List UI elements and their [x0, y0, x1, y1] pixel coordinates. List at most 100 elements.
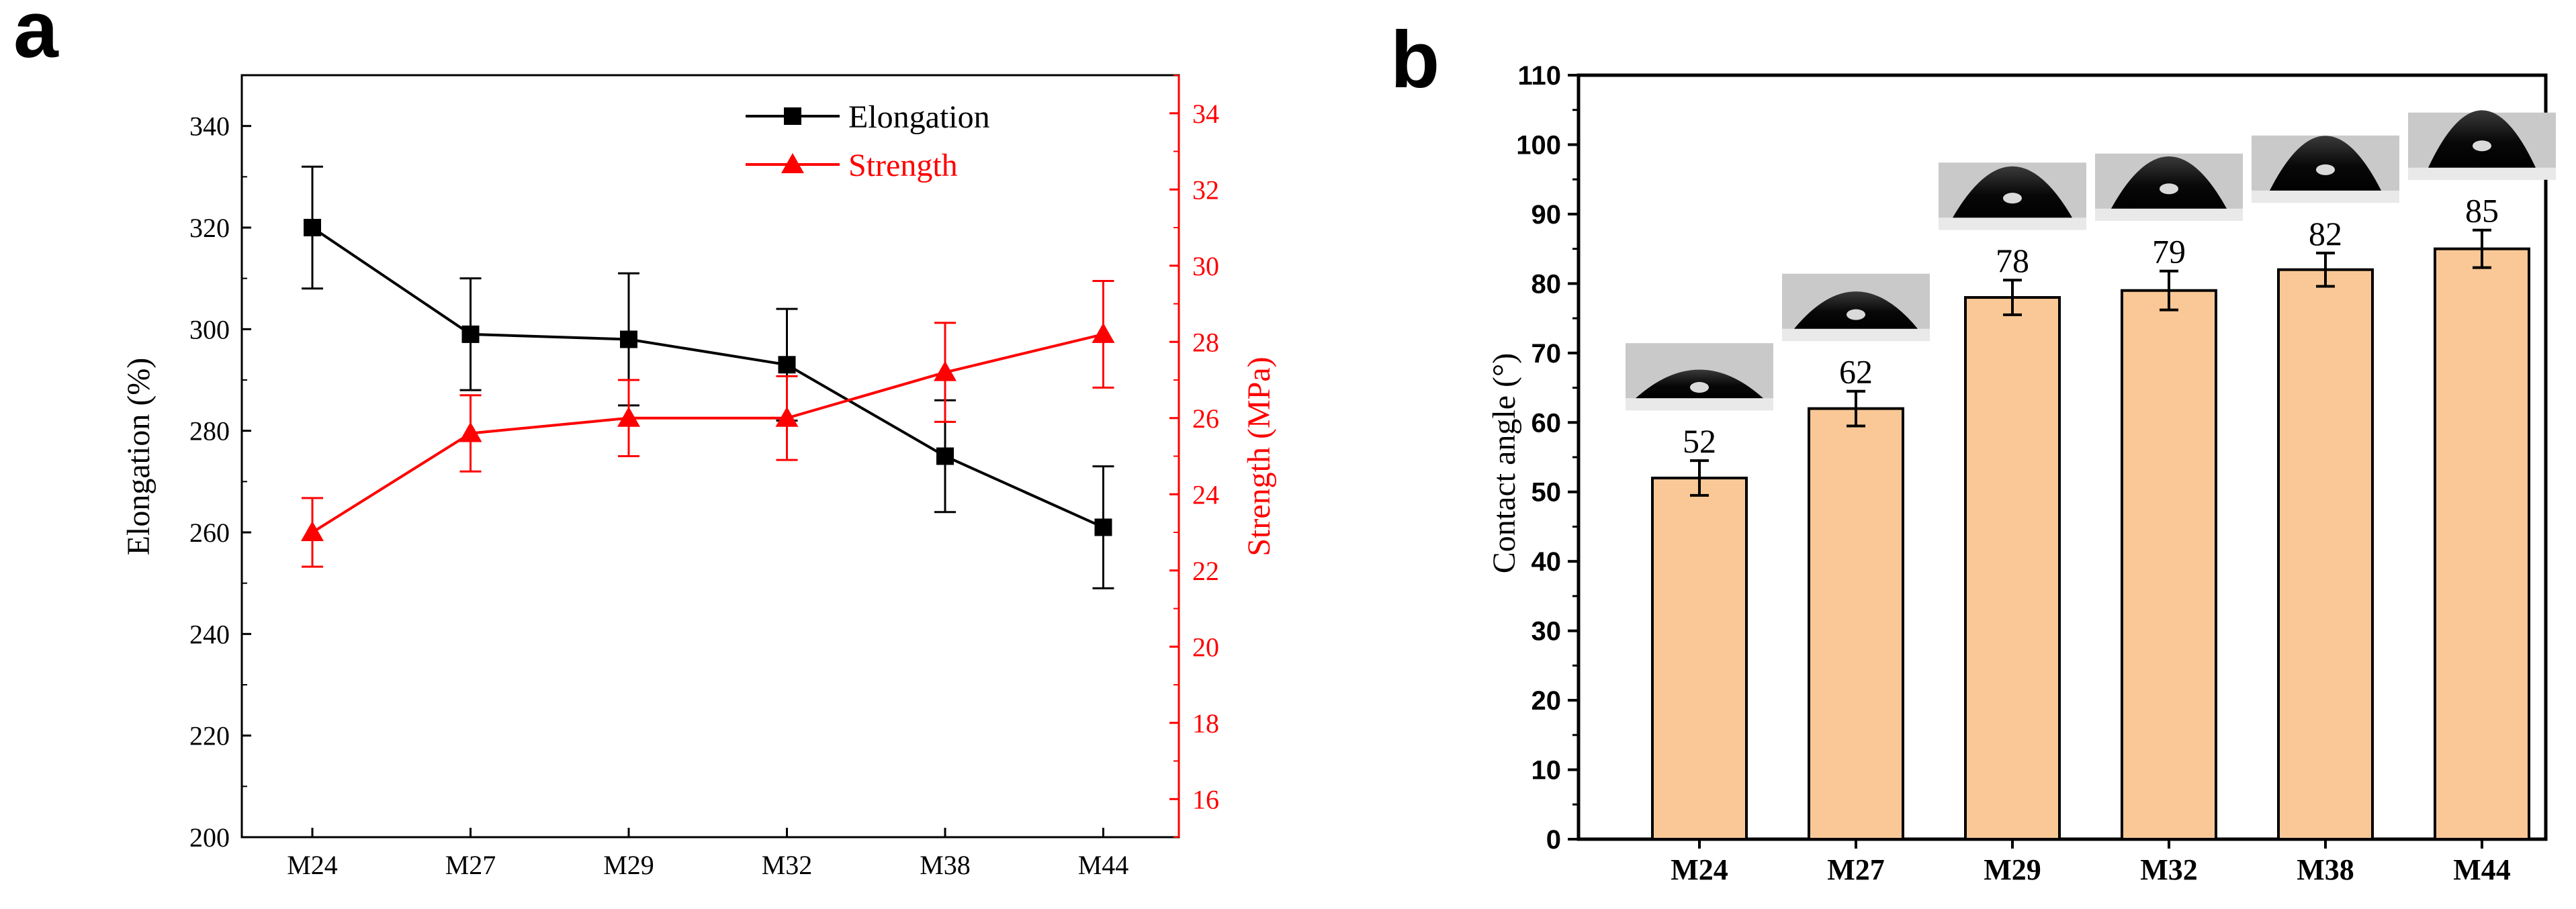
droplet-highlight	[1690, 381, 1709, 393]
y2-axis-label-a: Strength (MPa)	[1241, 356, 1277, 556]
droplet-highlight	[2003, 193, 2022, 204]
square-marker-icon	[784, 107, 801, 125]
droplet-photo	[2252, 135, 2399, 203]
x-tick-label: M24	[287, 850, 338, 880]
droplet-photo	[2095, 153, 2243, 221]
y2-tick-label: 20	[1192, 632, 1219, 662]
x-tick-label: M29	[1984, 853, 2041, 886]
droplet-substrate	[1939, 218, 2086, 230]
x-tick-label: M27	[1827, 853, 1885, 886]
droplet-highlight	[2160, 183, 2178, 195]
bar	[2277, 268, 2374, 841]
data-label: 52	[1683, 422, 1716, 460]
strength-point	[1092, 322, 1115, 343]
legend-label-strength: Strength	[848, 148, 958, 183]
elongation-point	[778, 356, 796, 374]
plot-frame-a	[240, 74, 1180, 839]
y-tick-label: 70	[1531, 339, 1562, 369]
legend-item-strength: Strength	[746, 148, 958, 183]
y2-tick-label: 22	[1192, 556, 1219, 586]
droplet-highlight	[2316, 164, 2335, 175]
droplet-shape	[1953, 166, 2072, 218]
data-label: 78	[1996, 242, 2029, 279]
y-tick-label: 60	[1531, 408, 1562, 438]
strength-point	[617, 406, 640, 427]
y-tick-label: 80	[1531, 269, 1562, 299]
y-tick-label: 0	[1546, 825, 1561, 855]
y-axis-label-b: Contact angle (°)	[1486, 353, 1522, 573]
droplet-substrate	[1626, 398, 1773, 411]
y2-tick-label: 24	[1192, 479, 1219, 510]
strength-point	[459, 422, 482, 442]
legend-label-elongation: Elongation	[848, 99, 990, 135]
elongation-point	[461, 325, 480, 343]
y-tick-label: 30	[1531, 617, 1562, 647]
x-tick-label: M29	[603, 850, 654, 880]
droplet-highlight	[2473, 140, 2491, 152]
droplet-substrate	[2252, 190, 2399, 203]
droplet-photo	[1782, 273, 1930, 341]
data-label: 82	[2309, 215, 2342, 252]
elongation-line	[311, 226, 1104, 529]
y-tick-label: 90	[1531, 200, 1562, 230]
elongation-point	[936, 447, 954, 465]
strength-line	[311, 332, 1104, 534]
x-tick-label: M44	[2453, 853, 2511, 886]
y2-tick-label: 30	[1192, 251, 1219, 281]
data-label: 85	[2465, 192, 2499, 230]
y-tick-label: 50	[1531, 478, 1562, 508]
x-tick-label: M38	[2297, 853, 2354, 886]
strength-point	[775, 406, 799, 427]
y-tick-label: 10	[1531, 756, 1562, 785]
strength-point	[934, 361, 957, 381]
y2-tick-label: 26	[1192, 403, 1219, 434]
legend-item-elongation: Elongation	[746, 99, 990, 135]
droplet-substrate	[2095, 208, 2243, 221]
left-axis-ticks-a: 200 220 240 260 280 300 320 340	[189, 111, 251, 853]
y2-tick-label: 28	[1192, 327, 1219, 357]
data-label: 62	[1839, 353, 1873, 391]
droplet-shape	[2270, 136, 2381, 191]
x-axis-ticks-a: M24 M27 M29 M32 M38 M44	[287, 828, 1128, 880]
x-tick-label: M24	[1671, 853, 1728, 886]
series-layer-a	[301, 165, 1115, 589]
y-tick-label: 110	[1517, 61, 1561, 91]
y-tick-label: 20	[1531, 686, 1562, 716]
x-tick-label: M38	[920, 850, 971, 880]
panel-a: a 200 220 240 260 280 300 320 340 16 18 20 22 24 26 2…	[13, 0, 1277, 880]
y-tick-label: 320	[189, 213, 230, 243]
right-axis-ticks-a: 16 18 20 22 24 26 28 30 32 34	[1169, 75, 1219, 838]
y-tick-label: 240	[189, 619, 230, 649]
panel-label-a: a	[13, 0, 59, 75]
y-tick-label: 300	[189, 314, 230, 344]
x-tick-label: M32	[2140, 853, 2198, 886]
strength-point	[301, 521, 324, 541]
droplet-highlight	[1847, 309, 1865, 320]
panel-b: b 0 10 20 30 40 50 60 70 80 90 100 110 52 62 78 79 82 85…	[1390, 15, 2556, 886]
bar	[1808, 407, 1904, 841]
droplet-substrate	[2408, 167, 2556, 180]
droplet-photo	[1626, 343, 1773, 411]
legend-a: Elongation Strength	[746, 99, 990, 183]
y2-tick-label: 18	[1192, 708, 1219, 738]
y-axis-label-a: Elongation (%)	[121, 358, 157, 556]
y2-tick-label: 34	[1192, 99, 1219, 129]
y-tick-label: 200	[189, 822, 230, 853]
panel-label-b: b	[1390, 15, 1439, 105]
y-tick-label: 280	[189, 416, 230, 446]
bar	[2434, 247, 2530, 841]
triangle-marker-icon	[781, 153, 804, 173]
droplet-substrate	[1782, 328, 1930, 341]
bars-layer-b: 52 62 78 79 82 85	[1626, 110, 2556, 841]
bar	[1651, 477, 1748, 841]
droplet-shape	[2111, 156, 2227, 209]
bar	[1964, 296, 2061, 841]
y-tick-label: 40	[1531, 547, 1562, 577]
y-tick-label: 260	[189, 518, 230, 548]
elongation-point	[304, 219, 321, 236]
bar	[2121, 289, 2217, 841]
y-tick-label: 220	[189, 721, 230, 751]
x-tick-label: M27	[445, 850, 496, 880]
y-tick-label: 100	[1516, 130, 1561, 160]
